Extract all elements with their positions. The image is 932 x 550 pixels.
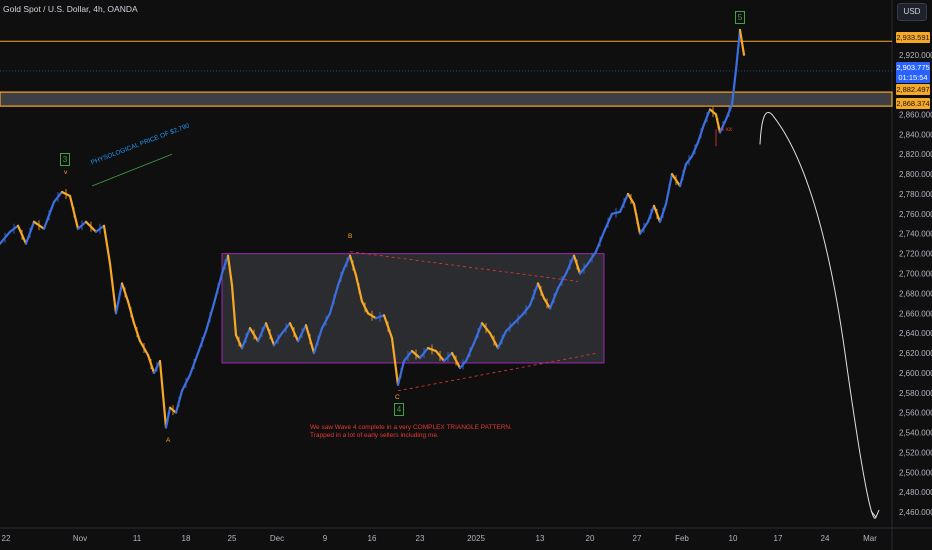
y-tick-label: 2,500.000 <box>899 468 932 477</box>
analysis-note-line-2: Trapped in a lot of early sellers includ… <box>310 432 439 439</box>
x-tick-label: 10 <box>729 534 738 543</box>
y-tick-label: 2,560.000 <box>899 409 932 418</box>
x-tick-label: 18 <box>182 534 191 543</box>
x-tick-label: Mar <box>863 534 877 543</box>
y-tick-label: 2,840.000 <box>899 130 932 139</box>
psychological-underline <box>91 153 173 187</box>
y-tick-label: 2,780.000 <box>899 190 932 199</box>
y-tick-label: 2,760.000 <box>899 210 932 219</box>
y-tick-label: 2,460.000 <box>899 508 932 517</box>
consolidation-box <box>221 253 605 364</box>
supply-zone <box>0 91 893 107</box>
zone-bottom-price-label: 2,868.374 <box>896 98 930 109</box>
x-tick-label: 27 <box>633 534 642 543</box>
x-tick-label: Nov <box>73 534 87 543</box>
currency-button[interactable]: USD <box>897 3 927 21</box>
projection-path <box>759 112 877 519</box>
projection-arrowhead <box>870 509 880 518</box>
zone-top-price-label: 2,882.497 <box>896 84 930 95</box>
x-tick-label: 22 <box>2 534 11 543</box>
y-tick-label: 2,600.000 <box>899 369 932 378</box>
wave-3-marker: 3 <box>60 153 70 166</box>
xx-label: < xx <box>720 126 733 133</box>
y-tick-label: 2,920.000 <box>899 51 932 60</box>
current-price-label: 2,903.775 <box>896 62 930 73</box>
x-tick-label: 17 <box>774 534 783 543</box>
y-tick-label: 2,660.000 <box>899 309 932 318</box>
wave-b-label: B <box>348 233 353 240</box>
wave-v-label: v <box>64 169 68 176</box>
x-tick-label: 25 <box>228 534 237 543</box>
wave-5-marker: 5 <box>735 11 745 24</box>
countdown-label: 01:15:54 <box>896 72 930 83</box>
y-tick-label: 2,720.000 <box>899 250 932 259</box>
x-tick-label: 11 <box>133 534 142 543</box>
x-tick-label: Dec <box>270 534 284 543</box>
y-tick-label: 2,620.000 <box>899 349 932 358</box>
analysis-note-line-1: We saw Wave 4 complete in a very COMPLEX… <box>310 424 512 431</box>
triangle-lower-line <box>397 352 599 392</box>
y-tick-label: 2,860.000 <box>899 110 932 119</box>
y-tick-label: 2,800.000 <box>899 170 932 179</box>
wave-4-marker: 4 <box>394 403 404 416</box>
y-tick-label: 2,820.000 <box>899 150 932 159</box>
x-tick-label: 20 <box>586 534 595 543</box>
y-tick-label: 2,540.000 <box>899 429 932 438</box>
y-tick-label: 2,740.000 <box>899 230 932 239</box>
triangle-upper-line <box>349 251 579 282</box>
wave-c-label: C <box>395 394 400 401</box>
x-tick-label: 13 <box>536 534 545 543</box>
y-tick-label: 2,680.000 <box>899 289 932 298</box>
y-tick-label: 2,480.000 <box>899 488 932 497</box>
x-tick-label: 2025 <box>467 534 485 543</box>
x-tick-label: 9 <box>323 534 328 543</box>
x-tick-label: 23 <box>416 534 425 543</box>
y-tick-label: 2,520.000 <box>899 448 932 457</box>
wave-a-label: A <box>166 437 171 444</box>
x-tick-label: 16 <box>368 534 377 543</box>
y-tick-label: 2,700.000 <box>899 270 932 279</box>
x-tick-label: 24 <box>821 534 830 543</box>
resistance-price-label: 2,933.591 <box>896 32 930 43</box>
x-tick-label: Feb <box>675 534 689 543</box>
y-tick-label: 2,640.000 <box>899 329 932 338</box>
analysis-note: We saw Wave 4 complete in a very COMPLEX… <box>310 424 512 440</box>
chart-title: Gold Spot / U.S. Dollar, 4h, OANDA <box>3 4 138 14</box>
y-tick-label: 2,580.000 <box>899 389 932 398</box>
